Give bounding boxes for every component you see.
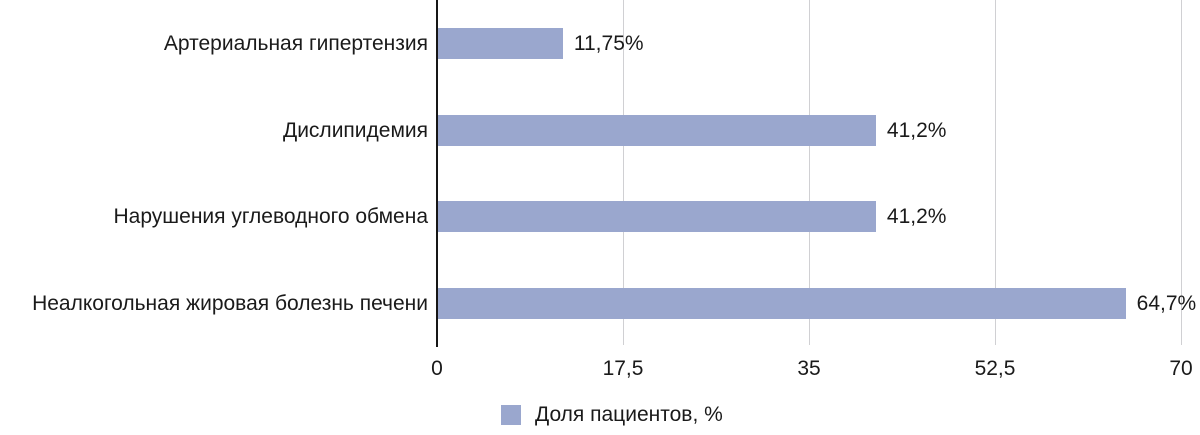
gridline: [994, 0, 996, 345]
category-label: Дислипидемия: [282, 118, 428, 142]
x-tick-label: 17,5: [602, 357, 644, 380]
category-label: Артериальная гипертензия: [163, 31, 428, 55]
legend: Доля пациентов, %: [501, 403, 723, 427]
legend-swatch: [501, 405, 521, 425]
x-tick-label: 35: [797, 357, 821, 380]
bar: [438, 288, 1126, 320]
value-label: 41,2%: [886, 118, 947, 142]
gridline: [622, 0, 624, 345]
value-label: 41,2%: [886, 205, 947, 229]
gridline: [1180, 0, 1182, 345]
x-tick-label: 70: [1169, 357, 1193, 380]
bar: [438, 114, 876, 146]
category-label: Неалкогольная жировая болезнь печени: [32, 292, 428, 316]
bar: [438, 27, 563, 59]
x-tick-label: 0: [431, 357, 443, 380]
legend-label: Доля пациентов, %: [535, 403, 723, 426]
x-tick-label: 52,5: [974, 357, 1016, 380]
category-labels: Артериальная гипертензия Дислипидемия Нару…: [0, 0, 437, 347]
value-label: 11,75%: [573, 31, 644, 55]
bar: [438, 201, 876, 233]
y-axis-line: [436, 0, 438, 347]
gridline: [808, 0, 810, 345]
value-label: 64,7%: [1136, 292, 1197, 316]
category-label: Нарушения углеводного обмена: [113, 205, 429, 229]
plot-area: 11,75% 41,2% 41,2% 64,7%: [436, 0, 1196, 347]
